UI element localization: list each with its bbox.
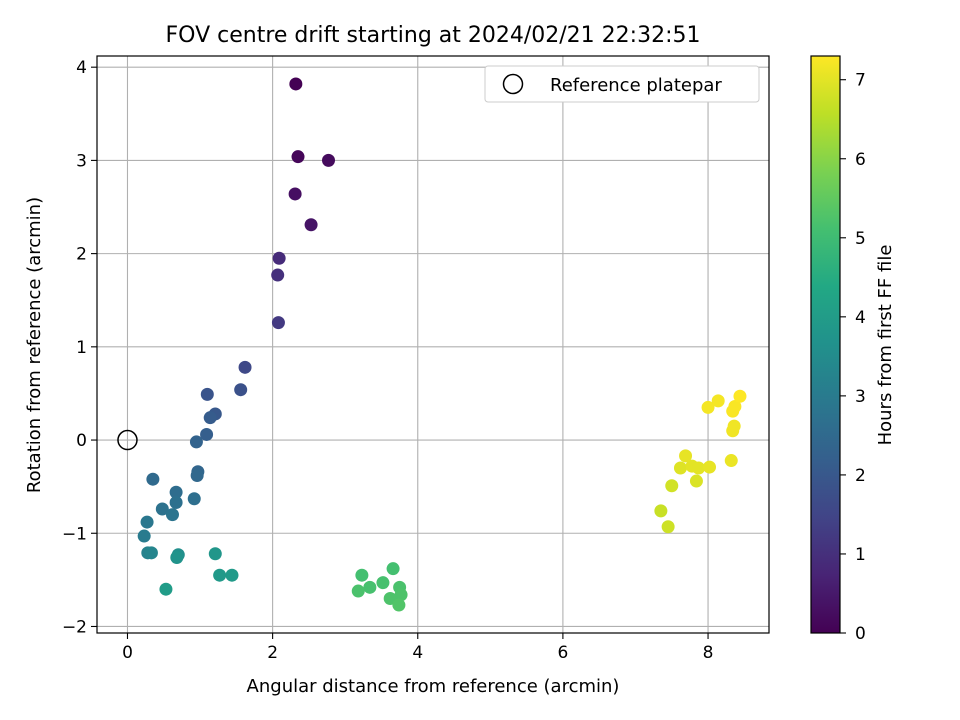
data-point: [271, 316, 285, 330]
grid-lines: [97, 56, 769, 633]
data-point: [225, 568, 239, 582]
data-point: [169, 495, 183, 509]
data-points: [137, 77, 747, 612]
colorbar-tick-label: 6: [855, 150, 866, 170]
y-tick-label: −1: [62, 524, 87, 544]
y-tick-label: 0: [76, 431, 87, 451]
colorbar-tick-label: 5: [855, 229, 866, 249]
x-tick-label: 8: [703, 643, 714, 663]
data-point: [692, 461, 706, 475]
data-point: [200, 387, 214, 401]
data-point: [394, 588, 408, 602]
reference-marker: [117, 429, 138, 451]
data-point: [673, 461, 687, 475]
data-point: [203, 411, 217, 425]
data-point: [169, 485, 183, 499]
data-point: [351, 584, 365, 598]
colorbar-label: Hours from first FF file: [875, 245, 896, 446]
data-point: [376, 576, 390, 590]
legend: Reference platepar: [484, 65, 760, 103]
y-tick-label: −2: [62, 617, 87, 637]
data-point: [689, 474, 703, 488]
data-point: [727, 419, 741, 433]
y-tick-label: 1: [76, 338, 87, 358]
data-point: [140, 515, 154, 529]
data-point: [291, 150, 305, 164]
colorbar-tick-label: 7: [855, 71, 866, 91]
data-point: [654, 504, 668, 518]
data-point: [189, 435, 203, 449]
x-axis-ticks: 0 2 4 6 8: [122, 633, 713, 663]
data-point: [144, 546, 158, 560]
chart-title: FOV centre drift starting at 2024/02/21 …: [166, 23, 701, 48]
data-point: [355, 568, 369, 582]
x-tick-label: 0: [122, 643, 133, 663]
y-tick-label: 2: [76, 245, 87, 265]
data-point: [392, 598, 406, 612]
colorbar-ticks: 0 1 2 3 4 5 6 7: [840, 71, 866, 644]
data-point: [701, 400, 715, 414]
reference-point: [117, 429, 138, 451]
data-point: [728, 399, 742, 413]
colorbar-tick-label: 0: [855, 624, 866, 644]
colorbar-tick-label: 4: [855, 308, 866, 328]
x-tick-label: 2: [267, 643, 278, 663]
data-point: [288, 187, 302, 201]
data-point: [146, 472, 160, 486]
y-axis-label: Rotation from reference (arcmin): [24, 197, 45, 493]
legend-entry: Reference platepar: [550, 75, 722, 96]
data-point: [289, 77, 303, 91]
y-axis-ticks: −2 −1 0 1 2 3 4: [62, 58, 97, 637]
colorbar-tick-label: 2: [855, 466, 866, 486]
data-point: [386, 562, 400, 576]
y-tick-label: 4: [76, 58, 87, 78]
data-point: [234, 383, 248, 397]
data-point: [272, 251, 286, 265]
data-point: [271, 268, 285, 282]
data-point: [363, 580, 377, 594]
data-point: [170, 550, 184, 564]
data-point: [200, 427, 214, 441]
data-point: [187, 492, 201, 506]
data-point: [190, 468, 204, 482]
data-point: [702, 460, 716, 474]
data-point: [165, 508, 179, 522]
data-point: [321, 153, 335, 167]
colorbar-tick-label: 3: [855, 387, 866, 407]
data-point: [711, 394, 725, 408]
colorbar-tick-label: 1: [855, 545, 866, 565]
data-point: [733, 389, 747, 403]
data-point: [137, 529, 151, 543]
data-point: [661, 520, 675, 534]
data-point: [159, 582, 173, 596]
x-axis-label: Angular distance from reference (arcmin): [247, 676, 620, 697]
x-tick-label: 6: [557, 643, 568, 663]
data-point: [304, 218, 318, 232]
plot-frame: [96, 55, 770, 634]
legend-marker: [502, 73, 524, 95]
x-tick-label: 4: [412, 643, 423, 663]
data-point: [213, 568, 227, 582]
data-point: [665, 479, 679, 493]
colorbar-gradient: [810, 55, 841, 634]
data-point: [679, 449, 693, 463]
legend-box: [484, 65, 760, 103]
data-point: [208, 547, 222, 561]
data-point: [238, 360, 252, 374]
y-tick-label: 3: [76, 151, 87, 171]
data-point: [155, 502, 169, 516]
colorbar: 0 1 2 3 4 5 6 7 Hours from first FF file: [810, 55, 896, 644]
data-point: [724, 454, 738, 468]
